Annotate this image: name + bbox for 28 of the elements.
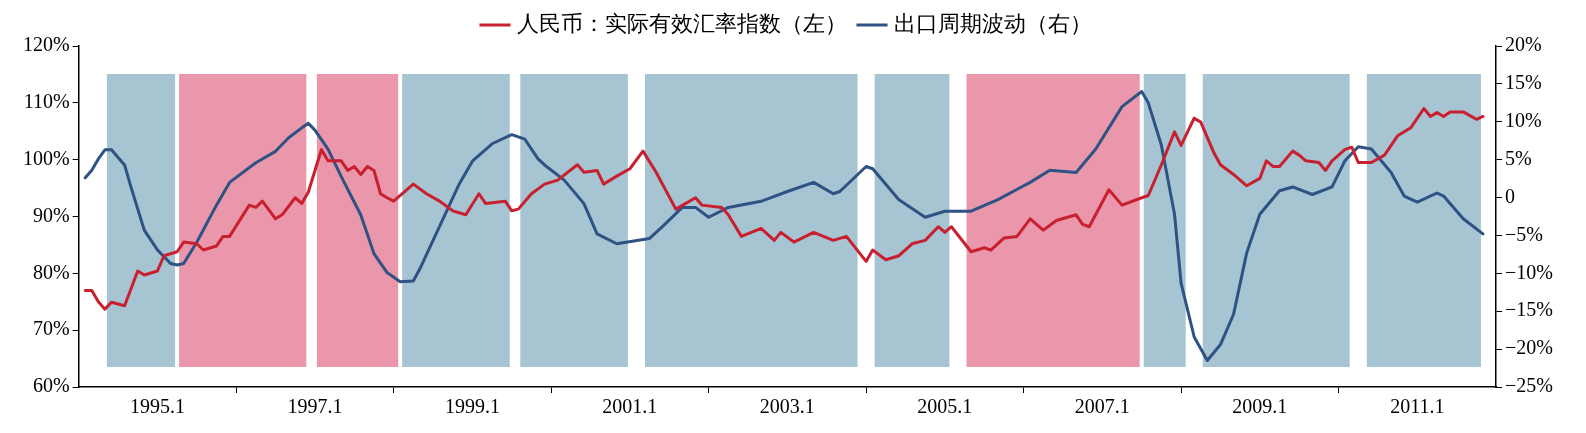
x-tick-label: 1999.1 bbox=[444, 395, 500, 418]
y2-tick-label: −15% bbox=[1505, 298, 1554, 321]
x-tick-label: 2007.1 bbox=[1074, 395, 1130, 418]
x-tick-label: 2011.1 bbox=[1390, 395, 1445, 418]
y-tick-label: 120% bbox=[22, 33, 70, 56]
y2-tick-label: −10% bbox=[1505, 260, 1554, 283]
y2-tick-label: −5% bbox=[1505, 222, 1544, 245]
x-tick-label: 2003.1 bbox=[759, 395, 815, 418]
y-tick-label: 70% bbox=[32, 317, 70, 340]
y2-tick-label: 20% bbox=[1505, 33, 1542, 56]
y-tick-label: 110% bbox=[23, 90, 70, 113]
x-tick-label: 2009.1 bbox=[1232, 395, 1288, 418]
y-tick-label: 80% bbox=[32, 260, 70, 283]
y2-tick-label: −25% bbox=[1505, 374, 1554, 397]
y2-tick-label: 0 bbox=[1505, 184, 1516, 207]
x-tick-label: 1997.1 bbox=[287, 395, 343, 418]
x-tick-label: 2005.1 bbox=[917, 395, 973, 418]
y2-tick-label: 5% bbox=[1505, 146, 1532, 169]
x-tick-label: 2001.1 bbox=[602, 395, 658, 418]
legend-label: 人民币：实际有效汇率指数（左） bbox=[517, 10, 847, 36]
y2-tick-label: 10% bbox=[1505, 109, 1542, 132]
y2-tick-label: −20% bbox=[1505, 336, 1554, 359]
y-tick-label: 60% bbox=[32, 374, 70, 397]
legend-label: 出口周期波动（右） bbox=[894, 10, 1092, 36]
y-tick-label: 100% bbox=[22, 146, 70, 169]
y2-tick-label: 15% bbox=[1505, 71, 1542, 94]
x-tick-label: 1995.1 bbox=[129, 395, 185, 418]
y-tick-label: 90% bbox=[32, 203, 70, 226]
